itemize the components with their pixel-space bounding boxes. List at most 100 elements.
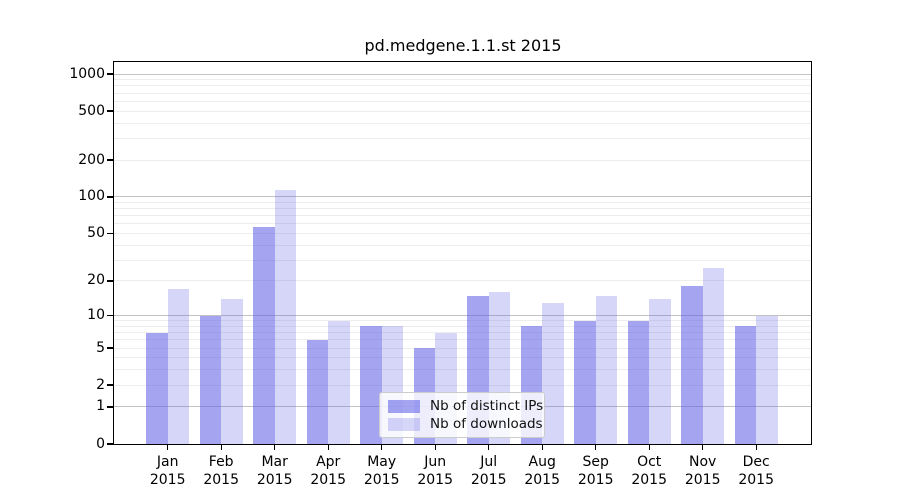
x-tick-label-feb: Feb 2015: [203, 454, 239, 488]
y-gridline-minor: [114, 137, 811, 139]
y-gridline-minor: [114, 244, 811, 246]
x-tick-label-jun: Jun 2015: [417, 454, 453, 488]
y-gridline-minor: [114, 79, 811, 81]
x-tick-label-aug: Aug 2015: [524, 454, 560, 488]
y-tick-label: 2: [96, 376, 105, 393]
bar-ips-dec: [734, 326, 757, 444]
y-gridline-minor: [114, 110, 811, 112]
legend: Nb of distinct IPs Nb of downloads: [379, 392, 545, 438]
y-gridline-minor: [114, 100, 811, 102]
legend-label-ips: Nb of distinct IPs: [430, 398, 544, 414]
y-gridline-major: [114, 73, 811, 75]
legend-label-downloads: Nb of downloads: [430, 416, 543, 432]
y-tick-mark: [107, 232, 114, 235]
y-tick-label: 1: [96, 398, 105, 415]
legend-row-downloads: Nb of downloads: [388, 416, 543, 432]
y-tick-mark: [107, 347, 114, 349]
y-gridline-major: [114, 315, 811, 317]
x-tick-label-nov: Nov 2015: [684, 454, 721, 488]
y-tick-mark: [107, 384, 114, 386]
chart-title: pd.medgene.1.1.st 2015: [364, 36, 562, 55]
x-tick-mark: [541, 444, 543, 450]
x-tick-label-sep: Sep 2015: [577, 454, 614, 488]
bar-downloads-nov: [702, 267, 725, 444]
plot-area: Nb of distinct IPs Nb of downloads 0 1 2 5 1…: [69, 61, 812, 488]
bar-ips-may: [360, 326, 382, 444]
x-tick-mark: [167, 444, 169, 450]
y-gridline-minor: [114, 332, 811, 334]
y-tick-label: 5: [96, 339, 105, 356]
x-tick-mark: [648, 444, 650, 450]
x-tick-label-may: May 2015: [363, 454, 400, 488]
y-tick-mark: [107, 443, 114, 445]
y-tick-label: 100: [78, 188, 105, 205]
y-tick-mark: [107, 280, 114, 282]
y-gridline-minor: [114, 208, 811, 210]
y-tick-mark: [107, 159, 114, 161]
legend-row-ips: Nb of distinct IPs: [388, 398, 543, 414]
y-tick-label: 500: [78, 102, 105, 119]
y-gridline-minor: [114, 320, 811, 322]
y-gridline-minor: [114, 92, 811, 94]
y-gridline-minor: [114, 357, 811, 359]
y-gridline-minor: [114, 215, 811, 217]
y-tick-mark: [107, 314, 114, 317]
bar-downloads-feb: [221, 298, 243, 444]
bar-downloads-jan: [167, 289, 190, 444]
bar-ips-mar: [253, 226, 275, 444]
bar-ips-oct: [627, 320, 650, 444]
y-tick-mark: [107, 196, 114, 198]
y-gridline-minor: [114, 347, 811, 349]
x-tick-label-jan: Jan 2015: [149, 454, 186, 488]
y-gridline-minor: [114, 85, 811, 87]
y-gridline-minor: [114, 384, 811, 386]
y-gridline-minor: [114, 325, 811, 327]
y-gridline-minor: [114, 259, 811, 261]
legend-swatch-downloads: [388, 417, 420, 431]
y-gridline-minor: [114, 339, 811, 341]
bar-downloads-mar: [274, 190, 297, 444]
y-tick-label: 50: [87, 224, 105, 241]
x-tick-mark: [220, 444, 222, 450]
x-tick-label-jul: Jul 2015: [470, 454, 507, 488]
x-tick-label-apr: Apr 2015: [310, 454, 346, 488]
x-tick-mark: [381, 444, 383, 450]
y-tick-label: 1000: [69, 65, 105, 82]
y-gridline-minor: [114, 159, 811, 161]
x-tick-label-oct: Oct 2015: [631, 454, 667, 488]
y-gridline-minor: [114, 280, 811, 282]
y-tick-label: 200: [78, 151, 105, 168]
bar-downloads-aug: [542, 302, 564, 444]
y-tick-mark: [107, 73, 114, 75]
x-tick-mark: [327, 444, 329, 450]
y-tick-mark: [107, 406, 114, 408]
x-tick-label-dec: Dec 2015: [738, 454, 774, 488]
bar-ips-feb: [199, 315, 222, 444]
bar-ips-sep: [574, 320, 596, 444]
y-gridline-minor: [114, 201, 811, 203]
y-gridline-minor: [114, 122, 811, 124]
y-tick-label: 20: [87, 272, 105, 289]
x-tick-mark: [595, 444, 597, 450]
x-tick-mark: [274, 444, 276, 450]
bar-downloads-oct: [649, 298, 671, 444]
bar-ips-apr: [306, 339, 329, 444]
x-tick-mark: [434, 444, 436, 450]
bar-downloads-apr: [328, 320, 350, 444]
y-tick-label: 10: [87, 307, 105, 324]
y-tick-mark: [107, 110, 114, 112]
bar-ips-jan: [146, 332, 168, 444]
y-gridline-minor: [114, 369, 811, 371]
y-gridline-minor: [114, 232, 811, 234]
x-tick-label-mar: Mar 2015: [256, 454, 293, 488]
bar-downloads-sep: [595, 295, 618, 444]
legend-swatch-ips: [388, 399, 420, 413]
y-gridline-major: [114, 196, 811, 198]
bar-downloads-dec: [756, 315, 778, 444]
y-gridline-minor: [114, 223, 811, 225]
y-tick-label: 0: [96, 435, 105, 452]
x-tick-mark: [488, 444, 490, 450]
x-tick-mark: [702, 444, 704, 450]
x-tick-mark: [755, 444, 757, 450]
